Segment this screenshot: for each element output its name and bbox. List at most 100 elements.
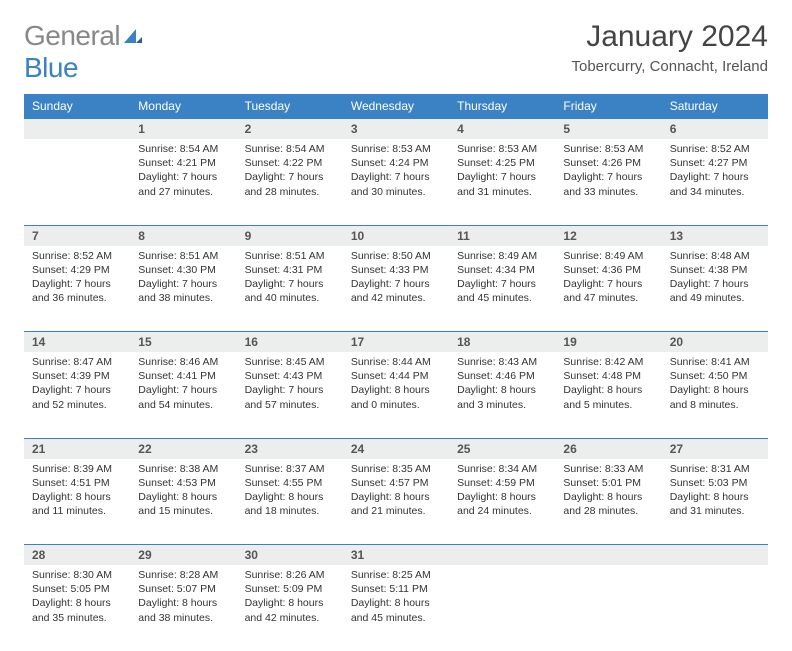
daylight-text: and 15 minutes.	[138, 504, 228, 518]
day-content-cell: Sunrise: 8:50 AMSunset: 4:33 PMDaylight:…	[343, 246, 449, 332]
sunrise-text: Sunrise: 8:34 AM	[457, 462, 547, 476]
day-content-cell: Sunrise: 8:31 AMSunset: 5:03 PMDaylight:…	[662, 459, 768, 545]
title-block: January 2024 Tobercurry, Connacht, Irela…	[572, 20, 769, 75]
daylight-text: Daylight: 7 hours	[138, 383, 228, 397]
daylight-text: and 18 minutes.	[245, 504, 335, 518]
daylight-text: Daylight: 7 hours	[563, 170, 653, 184]
day-number-cell: 27	[662, 438, 768, 459]
sunset-text: Sunset: 4:48 PM	[563, 369, 653, 383]
day-number-cell: 2	[237, 119, 343, 140]
day-content-cell: Sunrise: 8:38 AMSunset: 4:53 PMDaylight:…	[130, 459, 236, 545]
calendar-table: SundayMondayTuesdayWednesdayThursdayFrid…	[24, 94, 768, 651]
day-number-cell: 22	[130, 438, 236, 459]
day-content-cell: Sunrise: 8:28 AMSunset: 5:07 PMDaylight:…	[130, 565, 236, 651]
sunrise-text: Sunrise: 8:41 AM	[670, 355, 760, 369]
day-content-cell: Sunrise: 8:54 AMSunset: 4:21 PMDaylight:…	[130, 139, 236, 225]
sunrise-text: Sunrise: 8:25 AM	[351, 568, 441, 582]
sunset-text: Sunset: 4:26 PM	[563, 156, 653, 170]
sunrise-text: Sunrise: 8:54 AM	[138, 142, 228, 156]
day-content-cell: Sunrise: 8:53 AMSunset: 4:24 PMDaylight:…	[343, 139, 449, 225]
sunset-text: Sunset: 4:51 PM	[32, 476, 122, 490]
sunrise-text: Sunrise: 8:49 AM	[563, 249, 653, 263]
daylight-text: Daylight: 7 hours	[32, 277, 122, 291]
daylight-text: and 30 minutes.	[351, 185, 441, 199]
day-content-cell	[662, 565, 768, 651]
day-number-cell: 31	[343, 545, 449, 566]
day-number-cell: 13	[662, 225, 768, 246]
day-number-row: 28293031	[24, 545, 768, 566]
sunrise-text: Sunrise: 8:53 AM	[351, 142, 441, 156]
sunrise-text: Sunrise: 8:33 AM	[563, 462, 653, 476]
daylight-text: and 35 minutes.	[32, 611, 122, 625]
day-content-cell: Sunrise: 8:49 AMSunset: 4:36 PMDaylight:…	[555, 246, 661, 332]
sunset-text: Sunset: 4:39 PM	[32, 369, 122, 383]
day-number-cell	[662, 545, 768, 566]
daylight-text: Daylight: 8 hours	[670, 490, 760, 504]
sunset-text: Sunset: 4:29 PM	[32, 263, 122, 277]
daylight-text: Daylight: 8 hours	[138, 490, 228, 504]
logo-sail-icon	[122, 20, 144, 52]
day-content-cell: Sunrise: 8:47 AMSunset: 4:39 PMDaylight:…	[24, 352, 130, 438]
daylight-text: and 27 minutes.	[138, 185, 228, 199]
sunset-text: Sunset: 4:34 PM	[457, 263, 547, 277]
sunrise-text: Sunrise: 8:50 AM	[351, 249, 441, 263]
weekday-header: Tuesday	[237, 94, 343, 119]
sunrise-text: Sunrise: 8:47 AM	[32, 355, 122, 369]
day-content-cell: Sunrise: 8:43 AMSunset: 4:46 PMDaylight:…	[449, 352, 555, 438]
day-number-cell: 5	[555, 119, 661, 140]
daylight-text: and 28 minutes.	[245, 185, 335, 199]
sunrise-text: Sunrise: 8:30 AM	[32, 568, 122, 582]
day-content-cell: Sunrise: 8:49 AMSunset: 4:34 PMDaylight:…	[449, 246, 555, 332]
sunset-text: Sunset: 4:33 PM	[351, 263, 441, 277]
sunrise-text: Sunrise: 8:51 AM	[245, 249, 335, 263]
daylight-text: and 57 minutes.	[245, 398, 335, 412]
sunrise-text: Sunrise: 8:52 AM	[32, 249, 122, 263]
logo: GeneralBlue	[24, 20, 144, 84]
daylight-text: Daylight: 7 hours	[457, 170, 547, 184]
sunset-text: Sunset: 4:59 PM	[457, 476, 547, 490]
sunrise-text: Sunrise: 8:42 AM	[563, 355, 653, 369]
daylight-text: Daylight: 8 hours	[563, 383, 653, 397]
sunset-text: Sunset: 4:24 PM	[351, 156, 441, 170]
daylight-text: and 52 minutes.	[32, 398, 122, 412]
day-content-cell: Sunrise: 8:51 AMSunset: 4:30 PMDaylight:…	[130, 246, 236, 332]
weekday-header: Wednesday	[343, 94, 449, 119]
weekday-header: Sunday	[24, 94, 130, 119]
day-content-cell: Sunrise: 8:33 AMSunset: 5:01 PMDaylight:…	[555, 459, 661, 545]
day-number-row: 14151617181920	[24, 332, 768, 353]
day-content-cell: Sunrise: 8:35 AMSunset: 4:57 PMDaylight:…	[343, 459, 449, 545]
daylight-text: and 42 minutes.	[245, 611, 335, 625]
sunset-text: Sunset: 4:46 PM	[457, 369, 547, 383]
day-content-cell: Sunrise: 8:48 AMSunset: 4:38 PMDaylight:…	[662, 246, 768, 332]
daylight-text: Daylight: 7 hours	[32, 383, 122, 397]
day-number-row: 78910111213	[24, 225, 768, 246]
day-number-cell	[24, 119, 130, 140]
sunrise-text: Sunrise: 8:28 AM	[138, 568, 228, 582]
day-number-cell: 12	[555, 225, 661, 246]
sunset-text: Sunset: 5:11 PM	[351, 582, 441, 596]
day-number-cell: 16	[237, 332, 343, 353]
daylight-text: Daylight: 7 hours	[670, 277, 760, 291]
sunset-text: Sunset: 4:43 PM	[245, 369, 335, 383]
day-number-cell: 11	[449, 225, 555, 246]
day-content-cell: Sunrise: 8:52 AMSunset: 4:29 PMDaylight:…	[24, 246, 130, 332]
logo-part2: Blue	[24, 52, 78, 83]
daylight-text: Daylight: 8 hours	[32, 490, 122, 504]
sunset-text: Sunset: 4:41 PM	[138, 369, 228, 383]
day-number-cell: 14	[24, 332, 130, 353]
sunset-text: Sunset: 4:21 PM	[138, 156, 228, 170]
sunset-text: Sunset: 4:38 PM	[670, 263, 760, 277]
daylight-text: and 38 minutes.	[138, 611, 228, 625]
sunrise-text: Sunrise: 8:54 AM	[245, 142, 335, 156]
sunrise-text: Sunrise: 8:31 AM	[670, 462, 760, 476]
daylight-text: and 47 minutes.	[563, 291, 653, 305]
day-number-cell: 1	[130, 119, 236, 140]
daylight-text: Daylight: 8 hours	[670, 383, 760, 397]
sunset-text: Sunset: 4:30 PM	[138, 263, 228, 277]
location: Tobercurry, Connacht, Ireland	[572, 58, 769, 75]
sunset-text: Sunset: 4:53 PM	[138, 476, 228, 490]
day-content-row: Sunrise: 8:52 AMSunset: 4:29 PMDaylight:…	[24, 246, 768, 332]
day-content-row: Sunrise: 8:30 AMSunset: 5:05 PMDaylight:…	[24, 565, 768, 651]
daylight-text: Daylight: 7 hours	[457, 277, 547, 291]
day-content-cell	[449, 565, 555, 651]
